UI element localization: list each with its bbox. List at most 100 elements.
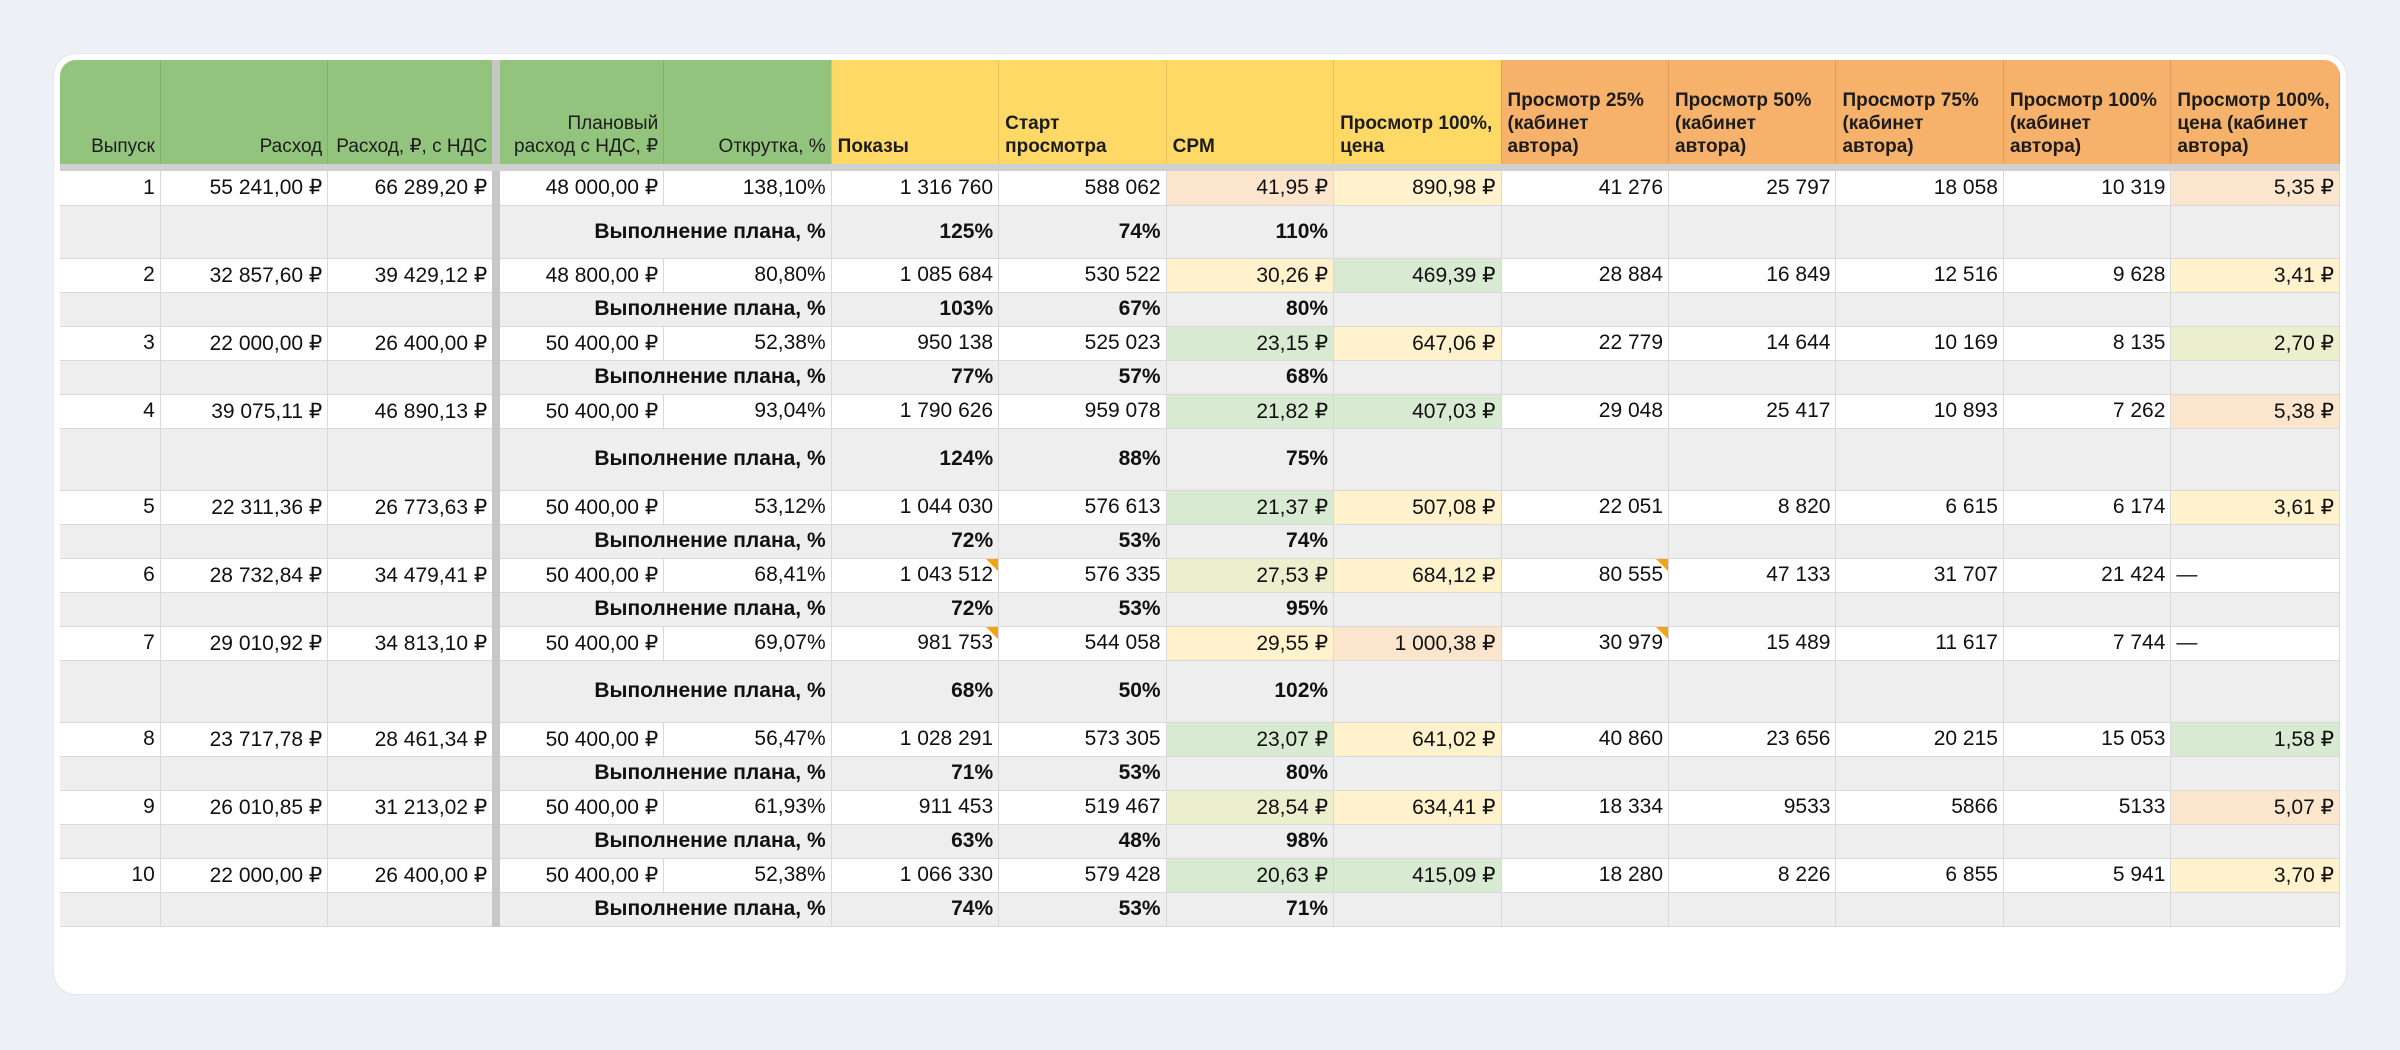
cell-view-start[interactable]: 573 305 — [998, 722, 1167, 757]
cell-spend-vat[interactable]: 26 400,00 ₽ — [327, 326, 501, 361]
cell-view100-price[interactable]: 684,12 ₽ — [1333, 558, 1502, 593]
empty-cell[interactable] — [1835, 824, 2004, 859]
empty-cell[interactable] — [1668, 756, 1837, 791]
cell-view50-author[interactable]: 8 226 — [1668, 858, 1837, 893]
col-header-delivery[interactable]: Открутка, % — [663, 60, 832, 164]
plan-label[interactable]: Выполнение плана, % — [496, 428, 832, 491]
plan-label[interactable]: Выполнение плана, % — [496, 360, 832, 395]
cell-planned-spend[interactable]: 48 800,00 ₽ — [496, 258, 665, 293]
cell-view25-author[interactable]: 40 860 — [1501, 722, 1670, 757]
cell-impressions[interactable]: 981 753 — [831, 626, 1000, 661]
cell-view25-author[interactable]: 18 280 — [1501, 858, 1670, 893]
cell-issue[interactable]: 4 — [60, 394, 161, 429]
cell-view-start[interactable]: 579 428 — [998, 858, 1167, 893]
empty-cell[interactable] — [1835, 592, 2004, 627]
empty-cell[interactable] — [1333, 292, 1502, 327]
cell-cpm[interactable]: 23,07 ₽ — [1166, 722, 1335, 757]
cell-spend[interactable]: 29 010,92 ₽ — [160, 626, 329, 661]
col-header-view100-price[interactable]: Просмотр 100%, цена — [1333, 60, 1502, 164]
cell-planned-spend[interactable]: 50 400,00 ₽ — [496, 394, 665, 429]
cell-spend-vat[interactable]: 31 213,02 ₽ — [327, 790, 501, 825]
cell-planned-spend[interactable]: 50 400,00 ₽ — [496, 490, 665, 525]
plan-value-impressions[interactable]: 125% — [831, 205, 1000, 259]
plan-value-view-start[interactable]: 53% — [998, 592, 1167, 627]
cell-view25-author[interactable]: 22 779 — [1501, 326, 1670, 361]
plan-value-impressions[interactable]: 124% — [831, 428, 1000, 491]
col-header-planned-spend[interactable]: Плановый расход с НДС, ₽ — [496, 60, 665, 164]
cell-spend-vat[interactable]: 34 479,41 ₽ — [327, 558, 501, 593]
cell-view-start[interactable]: 519 467 — [998, 790, 1167, 825]
empty-cell[interactable] — [1333, 428, 1502, 491]
plan-value-cpm[interactable]: 75% — [1166, 428, 1335, 491]
cell-delivery[interactable]: 56,47% — [663, 722, 832, 757]
cell-view100-price-author[interactable]: 5,07 ₽ — [2170, 790, 2340, 825]
cell-view75-author[interactable]: 20 215 — [1835, 722, 2004, 757]
empty-cell[interactable] — [160, 292, 329, 327]
cell-impressions[interactable]: 1 085 684 — [831, 258, 1000, 293]
empty-cell[interactable] — [327, 205, 501, 259]
cell-cpm[interactable]: 27,53 ₽ — [1166, 558, 1335, 593]
empty-cell[interactable] — [60, 892, 161, 927]
empty-cell[interactable] — [1333, 360, 1502, 395]
cell-impressions[interactable]: 911 453 — [831, 790, 1000, 825]
empty-cell[interactable] — [2170, 360, 2340, 395]
empty-cell[interactable] — [2170, 756, 2340, 791]
empty-cell[interactable] — [1668, 592, 1837, 627]
cell-view75-author[interactable]: 5866 — [1835, 790, 2004, 825]
cell-cpm[interactable]: 28,54 ₽ — [1166, 790, 1335, 825]
col-header-view-start[interactable]: Старт просмотра — [998, 60, 1167, 164]
plan-value-view-start[interactable]: 57% — [998, 360, 1167, 395]
cell-spend-vat[interactable]: 46 890,13 ₽ — [327, 394, 501, 429]
cell-view50-author[interactable]: 25 417 — [1668, 394, 1837, 429]
cell-issue[interactable]: 1 — [60, 171, 161, 206]
cell-cpm[interactable]: 41,95 ₽ — [1166, 171, 1335, 206]
cell-cpm[interactable]: 21,37 ₽ — [1166, 490, 1335, 525]
empty-cell[interactable] — [2170, 205, 2340, 259]
cell-view100-price[interactable]: 1 000,38 ₽ — [1333, 626, 1502, 661]
cell-view50-author[interactable]: 15 489 — [1668, 626, 1837, 661]
cell-delivery[interactable]: 69,07% — [663, 626, 832, 661]
plan-label[interactable]: Выполнение плана, % — [496, 892, 832, 927]
plan-value-cpm[interactable]: 71% — [1166, 892, 1335, 927]
empty-cell[interactable] — [2170, 592, 2340, 627]
cell-impressions[interactable]: 1 044 030 — [831, 490, 1000, 525]
cell-view50-author[interactable]: 8 820 — [1668, 490, 1837, 525]
plan-value-cpm[interactable]: 98% — [1166, 824, 1335, 859]
cell-view25-author[interactable]: 80 555 — [1501, 558, 1670, 593]
empty-cell[interactable] — [1333, 824, 1502, 859]
cell-issue[interactable]: 10 — [60, 858, 161, 893]
plan-value-impressions[interactable]: 77% — [831, 360, 1000, 395]
empty-cell[interactable] — [1835, 892, 2004, 927]
cell-view25-author[interactable]: 29 048 — [1501, 394, 1670, 429]
cell-impressions[interactable]: 950 138 — [831, 326, 1000, 361]
empty-cell[interactable] — [1333, 660, 1502, 723]
cell-delivery[interactable]: 61,93% — [663, 790, 832, 825]
empty-cell[interactable] — [60, 428, 161, 491]
empty-cell[interactable] — [60, 292, 161, 327]
cell-view100-price[interactable]: 507,08 ₽ — [1333, 490, 1502, 525]
empty-cell[interactable] — [160, 892, 329, 927]
cell-spend[interactable]: 22 000,00 ₽ — [160, 858, 329, 893]
cell-view100-price[interactable]: 890,98 ₽ — [1333, 171, 1502, 206]
cell-spend[interactable]: 39 075,11 ₽ — [160, 394, 329, 429]
plan-value-cpm[interactable]: 95% — [1166, 592, 1335, 627]
cell-view50-author[interactable]: 9533 — [1668, 790, 1837, 825]
cell-cpm[interactable]: 29,55 ₽ — [1166, 626, 1335, 661]
cell-view100-price[interactable]: 634,41 ₽ — [1333, 790, 1502, 825]
cell-planned-spend[interactable]: 48 000,00 ₽ — [496, 171, 665, 206]
cell-view-start[interactable]: 530 522 — [998, 258, 1167, 293]
empty-cell[interactable] — [2170, 292, 2340, 327]
empty-cell[interactable] — [60, 660, 161, 723]
col-header-view100-author[interactable]: Просмотр 100% (кабинет автора) — [2003, 60, 2172, 164]
empty-cell[interactable] — [327, 592, 501, 627]
col-header-impressions[interactable]: Показы — [831, 60, 1000, 164]
cell-view-start[interactable]: 576 335 — [998, 558, 1167, 593]
empty-cell[interactable] — [160, 524, 329, 559]
cell-view75-author[interactable]: 31 707 — [1835, 558, 2004, 593]
empty-cell[interactable] — [327, 824, 501, 859]
plan-value-cpm[interactable]: 74% — [1166, 524, 1335, 559]
empty-cell[interactable] — [1835, 756, 2004, 791]
empty-cell[interactable] — [327, 292, 501, 327]
cell-view100-price[interactable]: 647,06 ₽ — [1333, 326, 1502, 361]
col-header-view75-author[interactable]: Просмотр 75% (кабинет автора) — [1835, 60, 2004, 164]
